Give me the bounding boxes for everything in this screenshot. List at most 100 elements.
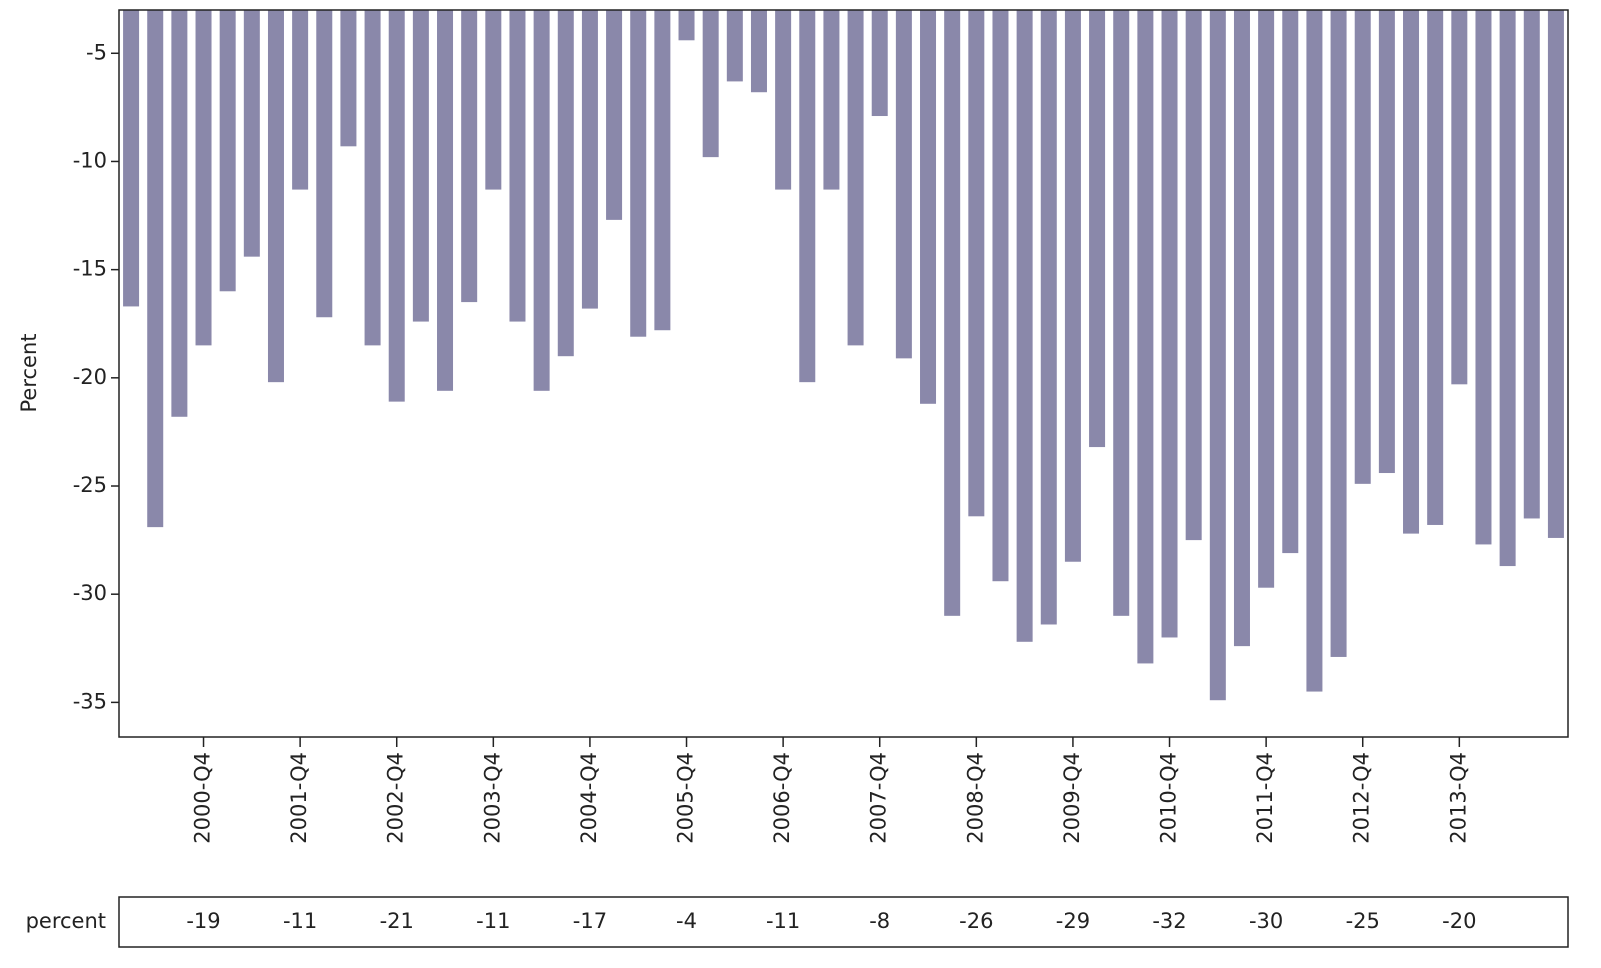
y-tick-label: -30: [73, 581, 107, 605]
bar: [1547, 10, 1564, 538]
table-cell: -20: [1442, 909, 1476, 933]
bar: [267, 10, 284, 383]
data-table: [118, 896, 1569, 948]
bar: [1378, 10, 1395, 474]
bar: [871, 10, 888, 117]
bar: [1040, 10, 1057, 625]
x-tick-label: 2008-Q4: [963, 752, 987, 844]
x-tick-label: 2002-Q4: [384, 752, 408, 844]
bar: [920, 10, 937, 404]
table-cell: -11: [283, 909, 317, 933]
table-cell: -26: [959, 909, 993, 933]
plot-area: [118, 9, 1569, 738]
y-tick-label: -10: [73, 148, 107, 172]
y-tick-label: -35: [73, 689, 107, 713]
bar: [292, 10, 309, 190]
bar: [171, 10, 188, 417]
bar: [123, 10, 140, 307]
bar: [1089, 10, 1106, 448]
table-cell: -4: [676, 909, 697, 933]
bar: [702, 10, 719, 158]
bar: [364, 10, 381, 346]
table-cell: -21: [380, 909, 414, 933]
bar: [1330, 10, 1347, 657]
x-tick-label: 2010-Q4: [1157, 752, 1181, 844]
bar: [630, 10, 647, 337]
bar: [606, 10, 623, 220]
bar: [1451, 10, 1468, 385]
bar: [195, 10, 212, 346]
bar: [968, 10, 985, 517]
bar: [219, 10, 236, 292]
x-tick-label: 2001-Q4: [287, 752, 311, 844]
bar: [1499, 10, 1516, 567]
y-tick-label: -15: [73, 257, 107, 281]
bar: [750, 10, 767, 93]
bar: [1064, 10, 1081, 562]
bar: [1161, 10, 1178, 638]
bar: [412, 10, 429, 322]
table-cell: -30: [1249, 909, 1283, 933]
bar: [1354, 10, 1371, 484]
bar: [1258, 10, 1275, 588]
bar: [1185, 10, 1202, 541]
bar: [799, 10, 816, 383]
bar: [461, 10, 478, 303]
bar: [1282, 10, 1299, 554]
x-tick-label: 2003-Q4: [480, 752, 504, 844]
bar: [1306, 10, 1323, 692]
bar: [1209, 10, 1226, 701]
bar: [1427, 10, 1444, 525]
bar: [1475, 10, 1492, 545]
bar: [1016, 10, 1033, 642]
table-cell: -32: [1152, 909, 1186, 933]
bar: [485, 10, 502, 190]
bar: [437, 10, 454, 391]
bar: [1113, 10, 1130, 616]
x-tick-label: 2006-Q4: [770, 752, 794, 844]
bar: [557, 10, 574, 357]
bar: [243, 10, 260, 257]
bar: [388, 10, 405, 402]
bar: [509, 10, 526, 322]
x-tick-label: 2005-Q4: [674, 752, 698, 844]
bar: [678, 10, 695, 41]
x-tick-label: 2013-Q4: [1446, 752, 1470, 844]
table-cell: -11: [766, 909, 800, 933]
bar: [1137, 10, 1154, 664]
bar: [726, 10, 743, 82]
table-cell: -29: [1056, 909, 1090, 933]
x-tick-label: 2004-Q4: [577, 752, 601, 844]
bar: [533, 10, 550, 391]
x-tick-label: 2012-Q4: [1350, 752, 1374, 844]
bar: [654, 10, 671, 331]
x-tick-label: 2000-Q4: [191, 752, 215, 844]
bar: [944, 10, 961, 616]
table-cell: -25: [1346, 909, 1380, 933]
bar: [895, 10, 912, 359]
bar: [581, 10, 598, 309]
y-tick-label: -5: [86, 40, 107, 64]
bar: [340, 10, 357, 147]
bar: [847, 10, 864, 346]
bar: [992, 10, 1009, 582]
table-cell: -17: [573, 909, 607, 933]
bar: [147, 10, 164, 528]
bar: [316, 10, 333, 318]
bar: [823, 10, 840, 190]
x-tick-label: 2007-Q4: [867, 752, 891, 844]
x-tick-label: 2009-Q4: [1060, 752, 1084, 844]
table-cell: -11: [476, 909, 510, 933]
y-tick-label: -25: [73, 473, 107, 497]
bar: [775, 10, 792, 190]
x-tick-label: 2011-Q4: [1253, 752, 1277, 844]
table-row-label: percent: [26, 909, 106, 933]
bar: [1233, 10, 1250, 647]
table-cell: -8: [869, 909, 890, 933]
table-cell: -19: [186, 909, 220, 933]
bar: [1403, 10, 1420, 534]
y-axis-label: Percent: [17, 333, 41, 412]
y-tick-label: -20: [73, 365, 107, 389]
bar: [1523, 10, 1540, 519]
